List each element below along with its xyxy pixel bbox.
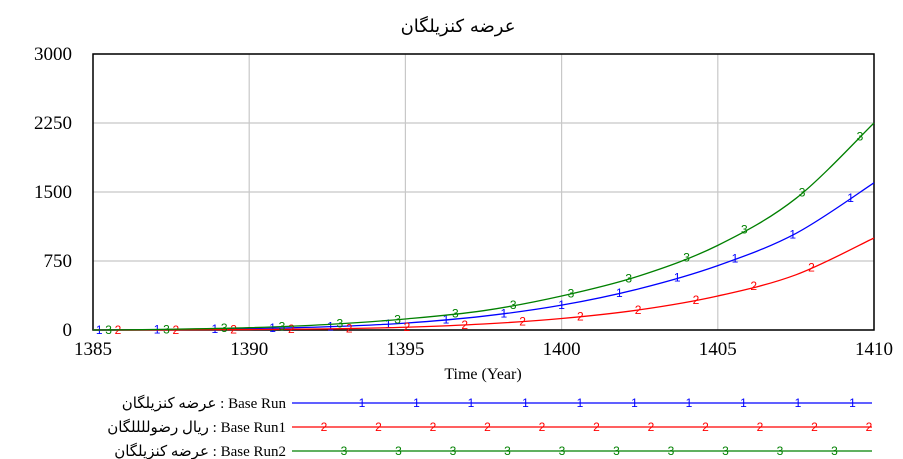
series-1-marker: 1 — [269, 321, 276, 335]
series-1-marker: 1 — [385, 317, 392, 331]
legend-marker-2: 2 — [702, 420, 709, 434]
legend-marker-2: 2 — [866, 420, 873, 434]
y-tick-label: 750 — [44, 251, 73, 272]
x-tick-label: 1395 — [386, 339, 424, 360]
legend-marker-3: 3 — [504, 444, 511, 458]
x-tick-label: 1405 — [699, 339, 737, 360]
x-tick-label: 1385 — [74, 339, 112, 360]
series-3-marker: 3 — [857, 130, 864, 144]
series-2-marker: 2 — [404, 320, 411, 334]
legend-marker-3: 3 — [613, 444, 620, 458]
series-1-marker: 1 — [443, 313, 450, 327]
y-tick-label: 3000 — [34, 44, 72, 65]
y-tick-label: 2250 — [34, 113, 72, 134]
x-tick-label: 1410 — [855, 339, 893, 360]
series-3-marker: 3 — [741, 222, 748, 236]
series-2-marker: 2 — [461, 318, 468, 332]
series-1-marker: 1 — [732, 252, 739, 266]
legend-marker-2: 2 — [648, 420, 655, 434]
series-3-marker: 3 — [625, 272, 632, 286]
series-2-marker: 2 — [346, 321, 353, 335]
series-3-marker: 3 — [568, 287, 575, 301]
legend-marker-3: 3 — [559, 444, 566, 458]
series-1-marker: 1 — [558, 298, 565, 312]
legend-label-2: ریال رضوللللگان : Base Run1 — [107, 418, 286, 436]
legend-marker-1: 1 — [686, 396, 693, 410]
x-tick-label: 1390 — [230, 339, 268, 360]
legend-marker-1: 1 — [631, 396, 638, 410]
series-3-marker: 3 — [163, 322, 170, 336]
series-3-marker: 3 — [336, 317, 343, 331]
legend-marker-1: 1 — [740, 396, 747, 410]
legend-marker-2: 2 — [484, 420, 491, 434]
legend-marker-3: 3 — [450, 444, 457, 458]
legend: عرضه کنزیلگان : Base Run 1 1 1 1 1 1 1 1 1 1 ریال ر… — [107, 394, 872, 459]
y-tick-label: 1500 — [34, 182, 72, 203]
series-1-marker: 1 — [847, 191, 854, 205]
legend-marker-1: 1 — [577, 396, 584, 410]
legend-marker-3: 3 — [668, 444, 675, 458]
series-3-marker: 3 — [394, 313, 401, 327]
series-3-marker: 3 — [799, 185, 806, 199]
series-3-marker: 3 — [279, 319, 286, 333]
legend-marker-1: 1 — [795, 396, 802, 410]
series-2-marker: 2 — [635, 303, 642, 317]
legend-marker-3: 3 — [831, 444, 838, 458]
legend-marker-1: 1 — [522, 396, 529, 410]
legend-marker-1: 1 — [849, 396, 856, 410]
series-line-3 — [92, 122, 875, 331]
legend-marker-3: 3 — [722, 444, 729, 458]
series-2-marker: 2 — [519, 314, 526, 328]
series-1-marker: 1 — [327, 320, 334, 334]
y-axis: 0 750 1500 2250 3000 — [34, 44, 72, 341]
legend-marker-1: 1 — [413, 396, 420, 410]
series-1-marker: 1 — [616, 286, 623, 300]
x-axis-title: Time (Year) — [444, 366, 521, 383]
series-2-marker: 2 — [693, 293, 700, 307]
legend-marker-1: 1 — [468, 396, 475, 410]
legend-label-3: عرضه کنزیلگان : Base Run2 — [114, 442, 286, 459]
series-line-1 — [92, 182, 875, 331]
series-3-marker: 3 — [221, 321, 228, 335]
series-line-2 — [92, 237, 875, 331]
legend-marker-2: 2 — [321, 420, 328, 434]
legend-label-1: عرضه کنزیلگان : Base Run — [122, 394, 287, 412]
legend-marker-2: 2 — [593, 420, 600, 434]
x-axis: 1385 1390 1395 1400 1405 1410 — [74, 339, 893, 360]
legend-marker-3: 3 — [777, 444, 784, 458]
series-1-marker: 1 — [500, 306, 507, 320]
series-3-marker: 3 — [510, 298, 517, 312]
series-2-marker: 2 — [230, 323, 237, 337]
legend-marker-2: 2 — [539, 420, 546, 434]
series-2-marker: 2 — [577, 309, 584, 323]
series-1-marker: 1 — [674, 271, 681, 285]
series-3-marker: 3 — [452, 307, 459, 321]
legend-marker-2: 2 — [757, 420, 764, 434]
series-2-marker: 2 — [808, 260, 815, 274]
legend-marker-3: 3 — [395, 444, 402, 458]
legend-marker-2: 2 — [811, 420, 818, 434]
series-3-marker: 3 — [105, 323, 112, 337]
series-2-marker: 2 — [288, 322, 295, 336]
series-3-marker: 3 — [683, 251, 690, 265]
chart-title: عرضه کنزیلگان — [401, 15, 516, 37]
legend-marker-2: 2 — [375, 420, 382, 434]
plot-area — [92, 53, 875, 331]
y-tick-label: 0 — [63, 320, 73, 341]
legend-marker-3: 3 — [341, 444, 348, 458]
x-tick-label: 1400 — [543, 339, 581, 360]
series-2-marker: 2 — [750, 279, 757, 293]
legend-marker-1: 1 — [359, 396, 366, 410]
legend-marker-2: 2 — [430, 420, 437, 434]
series-1-marker: 1 — [789, 228, 796, 242]
